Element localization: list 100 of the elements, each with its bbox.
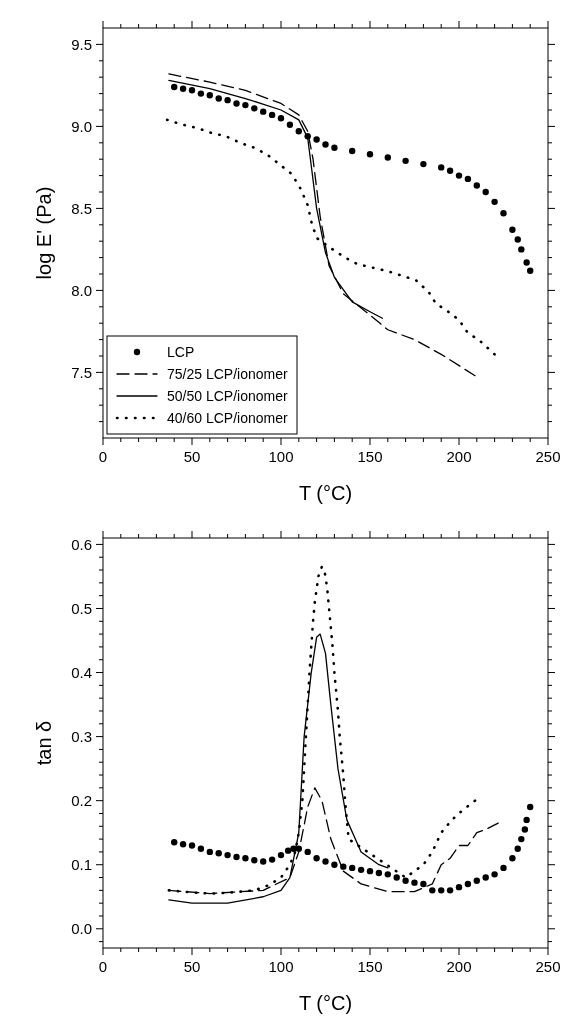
point: [322, 858, 329, 865]
y-tick-label: 0.0: [71, 920, 92, 938]
point: [523, 816, 530, 824]
point: [340, 863, 347, 870]
point: [455, 883, 463, 891]
y-axis-title: tan δ: [33, 720, 55, 766]
point: [251, 857, 258, 864]
point: [260, 108, 267, 115]
point: [384, 154, 391, 161]
x-tick-label: 50: [183, 958, 201, 975]
point: [518, 246, 525, 253]
point: [509, 855, 516, 862]
point: [313, 855, 320, 862]
point: [268, 856, 276, 863]
point: [286, 121, 294, 128]
point: [171, 839, 178, 846]
point: [473, 877, 480, 884]
point: [349, 147, 356, 155]
point: [523, 259, 530, 266]
y-tick-label: 0.4: [71, 663, 92, 681]
point: [268, 111, 276, 119]
x-axis-title: T (°C): [298, 992, 353, 1014]
point: [366, 151, 374, 158]
x-tick-label: 150: [357, 958, 383, 975]
x-tick-label: 200: [446, 958, 472, 975]
point: [420, 160, 427, 168]
point: [420, 880, 427, 888]
point: [233, 853, 240, 861]
point: [284, 847, 292, 854]
point: [411, 879, 418, 886]
y-tick-label: 8.0: [71, 281, 92, 299]
y-tick-label: 7.5: [71, 363, 92, 381]
point: [224, 851, 231, 859]
point: [224, 96, 231, 104]
point: [446, 887, 454, 894]
y-tick-label: 0.2: [71, 791, 92, 809]
point: [473, 182, 480, 189]
point: [402, 157, 409, 165]
point: [500, 864, 507, 872]
point: [464, 175, 472, 183]
x-tick-label: 250: [535, 448, 561, 465]
point: [331, 144, 338, 151]
y-tick-label: 0.6: [71, 535, 92, 553]
y-tick-label: 0.1: [71, 855, 92, 873]
point: [518, 835, 525, 843]
point: [527, 267, 534, 274]
point: [197, 90, 205, 97]
point: [521, 826, 529, 833]
point: [242, 101, 249, 109]
point: [215, 849, 222, 857]
x-axis-title: T (°C): [298, 482, 353, 504]
point: [313, 136, 320, 143]
point: [402, 877, 409, 884]
legend-label: LCP: [167, 343, 195, 360]
x-tick-label: 150: [357, 448, 383, 465]
point: [455, 172, 463, 179]
point: [464, 880, 472, 888]
point: [242, 855, 249, 862]
point: [179, 841, 187, 848]
point: [331, 861, 338, 868]
point: [482, 874, 489, 881]
point: [393, 874, 400, 881]
y-tick-label: 0.5: [71, 599, 92, 617]
point: [491, 198, 498, 206]
point: [384, 871, 391, 878]
point: [429, 887, 436, 894]
point: [304, 848, 311, 856]
legend-label: 75/25 LCP/ionomer: [167, 365, 288, 382]
point: [277, 115, 285, 122]
point: [500, 210, 507, 217]
point: [438, 887, 445, 894]
point: [206, 92, 213, 99]
x-tick-label: 50: [183, 448, 201, 465]
point: [322, 141, 329, 148]
x-tick-label: 100: [268, 448, 294, 465]
point: [233, 100, 240, 107]
point: [251, 105, 258, 112]
point: [188, 87, 196, 94]
x-tick-label: 0: [98, 448, 108, 465]
y-tick-label: 8.5: [71, 199, 92, 217]
legend-label: 50/50 LCP/ionomer: [167, 387, 288, 404]
point: [215, 95, 222, 102]
point: [188, 842, 196, 849]
point: [482, 188, 489, 196]
x-tick-label: 0: [98, 958, 108, 975]
point: [509, 226, 516, 233]
point: [349, 864, 356, 872]
point: [206, 848, 213, 856]
point: [527, 803, 534, 811]
y-tick-label: 9.5: [71, 35, 92, 53]
point: [375, 869, 383, 877]
y-tick-label: 0.3: [71, 727, 92, 745]
point: [197, 845, 205, 852]
x-tick-label: 100: [268, 958, 294, 975]
point: [295, 128, 302, 135]
point: [277, 851, 285, 859]
point: [179, 85, 187, 92]
point: [438, 164, 445, 171]
point: [357, 866, 365, 874]
legend-label: 40/60 LCP/ionomer: [167, 409, 288, 426]
